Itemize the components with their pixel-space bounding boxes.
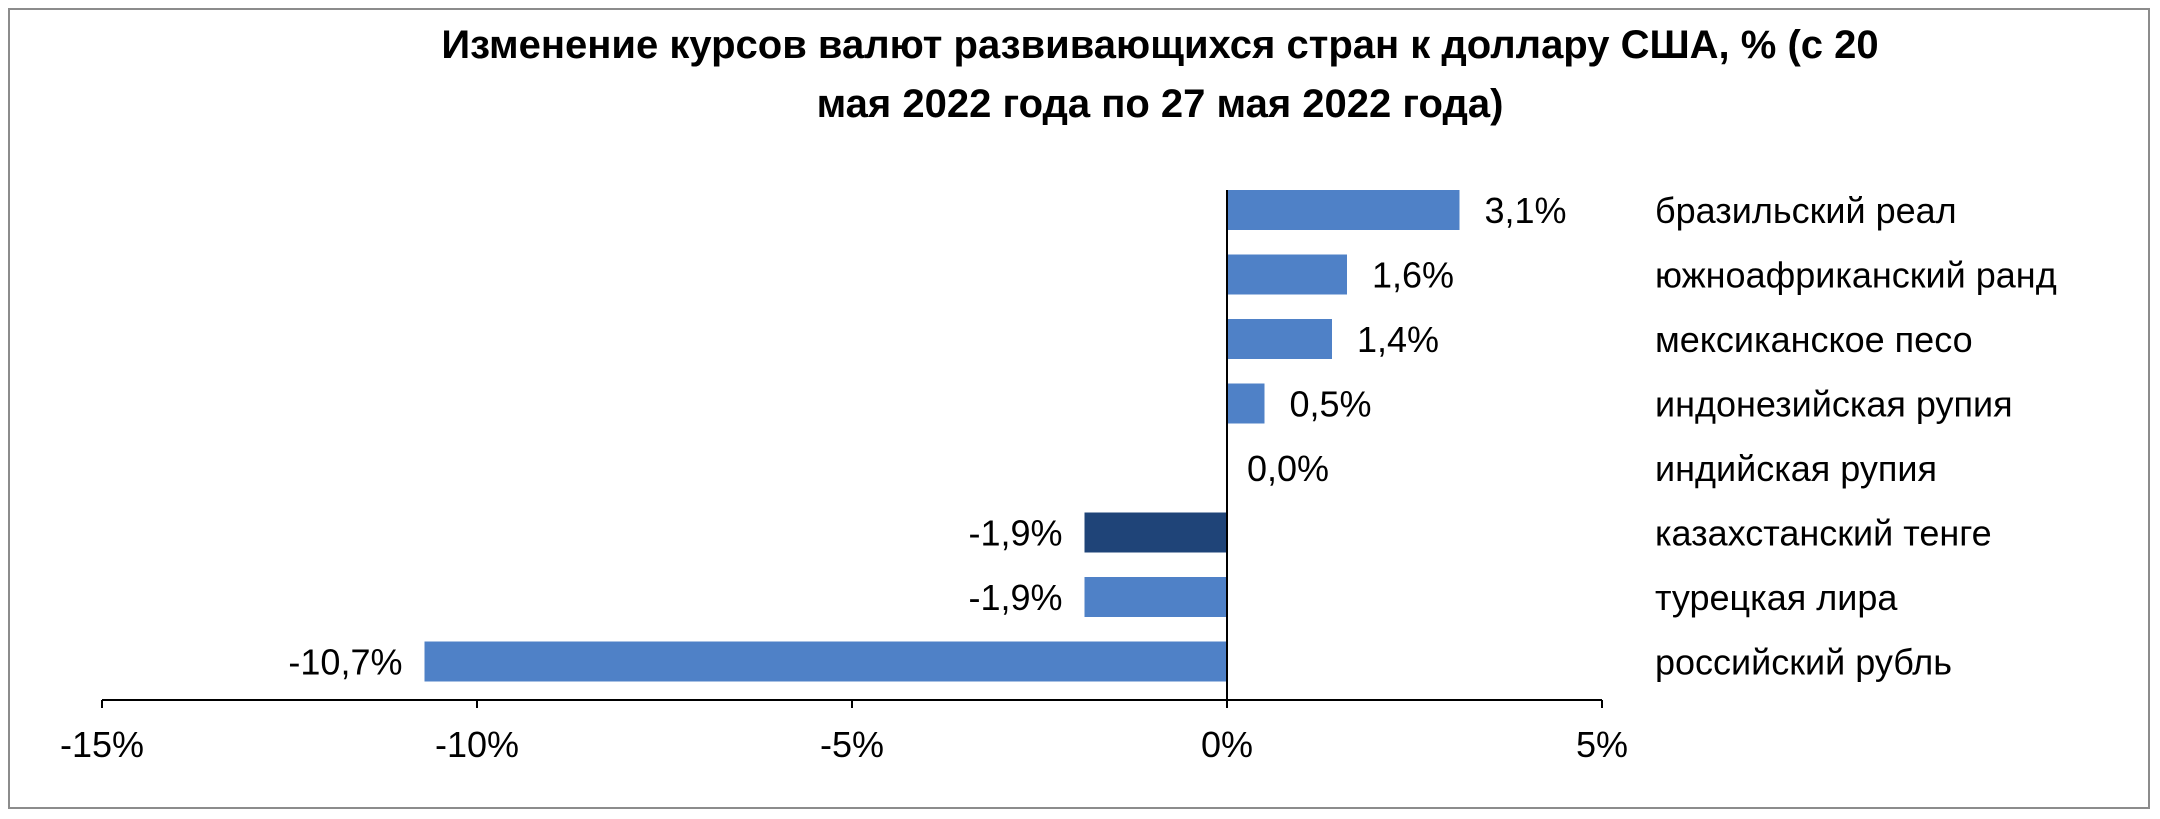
- category-label-8: российский рубль: [1655, 642, 1952, 683]
- bar-2: [1227, 254, 1347, 295]
- value-label-6: -1,9%: [968, 513, 1062, 554]
- bar-7: [1084, 577, 1227, 617]
- bar-1: [1227, 190, 1460, 230]
- category-label-7: турецкая лира: [1655, 577, 1898, 618]
- value-label-8: -10,7%: [288, 642, 402, 683]
- chart-title: Изменение курсов валют развивающихся стр…: [441, 23, 1878, 126]
- chart-title-line-2: мая 2022 года по 27 мая 2022 года): [817, 82, 1504, 126]
- bar-3: [1227, 319, 1332, 359]
- value-label-7: -1,9%: [968, 577, 1062, 618]
- x-tick-label-2: -10%: [435, 724, 519, 765]
- category-label-5: индийская рупия: [1655, 448, 1937, 489]
- value-label-3: 1,4%: [1357, 319, 1439, 360]
- value-label-2: 1,6%: [1372, 255, 1454, 296]
- x-tick-label-3: -5%: [820, 724, 884, 765]
- value-label-1: 3,1%: [1485, 190, 1567, 231]
- bar-6: [1084, 512, 1227, 553]
- x-tick-label-5: 5%: [1576, 724, 1628, 765]
- x-tick-label-1: -15%: [60, 724, 144, 765]
- category-label-1: бразильский реал: [1655, 190, 1957, 231]
- category-labels-layer: бразильский реал южноафриканский ранд мекс…: [1655, 190, 2057, 683]
- x-tick-label-4: 0%: [1201, 724, 1253, 765]
- bars-layer: [424, 190, 1460, 682]
- category-label-4: индонезийская рупия: [1655, 384, 2013, 425]
- bar-4: [1227, 383, 1265, 424]
- bar-8: [424, 641, 1227, 682]
- category-label-3: мексиканское песо: [1655, 319, 1973, 360]
- category-label-6: казахстанский тенге: [1655, 513, 1992, 554]
- category-label-2: южноафриканский ранд: [1655, 255, 2057, 296]
- value-label-5: 0,0%: [1247, 448, 1329, 489]
- value-label-4: 0,5%: [1290, 384, 1372, 425]
- x-axis: -15% -10% -5% 0% 5%: [60, 190, 1628, 765]
- value-labels-layer: 3,1% 1,6% 1,4% 0,5% 0,0% -1,9% -1,9% -10,7%: [288, 190, 1566, 683]
- chart-title-line-1: Изменение курсов валют развивающихся стр…: [441, 23, 1878, 67]
